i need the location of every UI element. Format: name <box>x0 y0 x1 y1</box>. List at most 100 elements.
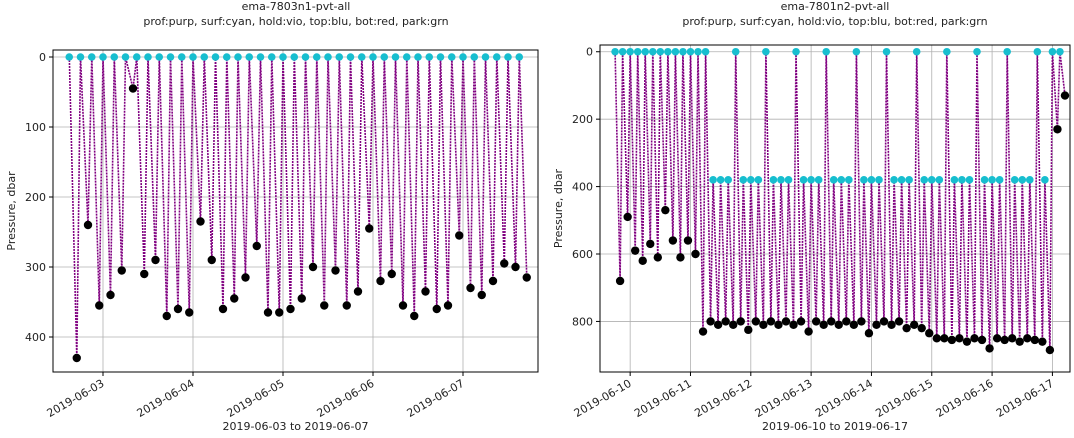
surface-marker <box>1048 47 1057 56</box>
bottom-marker <box>398 301 408 310</box>
surface-marker <box>132 53 141 61</box>
bottom-marker <box>729 320 738 330</box>
bottom-marker <box>909 320 919 330</box>
bottom-marker <box>421 287 430 296</box>
surface-marker <box>459 53 467 61</box>
surface-marker <box>724 176 732 184</box>
surface-marker <box>189 53 197 61</box>
surface-marker <box>920 176 929 184</box>
surface-marker <box>980 176 989 184</box>
bottom-marker <box>917 323 926 333</box>
bottom-marker <box>297 294 306 303</box>
bottom-marker <box>173 304 183 314</box>
bottom-marker <box>196 217 205 226</box>
surface-marker <box>641 47 650 56</box>
surface-marker <box>1018 176 1027 184</box>
bottom-marker <box>331 266 340 275</box>
surface-marker <box>799 176 808 184</box>
bottom-marker <box>985 344 994 353</box>
bottom-marker <box>713 320 723 330</box>
bottom-marker <box>789 320 798 330</box>
surface-marker <box>671 47 680 56</box>
bottom-marker <box>230 294 239 303</box>
surface-marker <box>447 53 456 61</box>
bottom-marker <box>286 304 295 314</box>
surface-marker <box>76 53 85 61</box>
bottom-marker <box>1060 91 1070 100</box>
y-tick-label: 600 <box>572 248 593 261</box>
bottom-marker <box>751 317 761 326</box>
surface-marker <box>807 176 815 184</box>
bottom-marker <box>455 231 464 240</box>
bottom-marker <box>894 317 904 326</box>
surface-marker <box>492 53 501 61</box>
surface-marker <box>515 53 524 61</box>
surface-marker <box>369 53 377 61</box>
bottom-marker <box>706 317 715 326</box>
surface-marker <box>754 176 763 184</box>
bottom-marker <box>1038 337 1047 346</box>
x-tick-label: 2019-06-10 <box>572 377 634 420</box>
bottom-marker <box>1045 345 1055 355</box>
x-tick-label: 2019-06-16 <box>934 377 996 420</box>
bottom-marker <box>432 304 441 314</box>
surface-marker <box>200 53 209 61</box>
bottom-marker <box>887 320 896 330</box>
bottom-marker <box>1053 125 1062 134</box>
bottom-marker <box>241 273 250 282</box>
y-axis-label: Pressure, dbar <box>552 168 565 248</box>
surface-marker <box>958 176 966 184</box>
surface-marker <box>245 53 254 61</box>
bottom-marker <box>849 320 859 330</box>
bottom-marker <box>477 290 486 300</box>
surface-marker <box>402 53 411 61</box>
surface-marker <box>1056 47 1064 56</box>
bottom-marker <box>623 212 632 222</box>
bottom-marker <box>721 317 730 326</box>
bottom-marker <box>744 325 753 335</box>
bottom-marker <box>962 337 972 346</box>
bottom-marker <box>630 246 640 255</box>
surface-marker <box>822 47 831 56</box>
surface-marker <box>425 53 434 61</box>
bottom-marker <box>925 329 934 338</box>
surface-marker <box>769 176 778 184</box>
bottom-marker <box>811 317 821 326</box>
surface-marker <box>943 47 951 56</box>
surface-marker <box>335 53 344 61</box>
surface-marker <box>897 176 906 184</box>
chart-subtitle: prof:purp, surf:cyan, hold:vio, top:blu,… <box>682 15 987 28</box>
surface-marker <box>739 176 748 184</box>
surface-marker <box>414 53 422 61</box>
surface-marker <box>973 47 981 56</box>
bottom-marker <box>977 335 987 345</box>
plot-frame <box>52 49 539 373</box>
surface-marker <box>814 176 823 184</box>
bottom-marker <box>766 317 776 326</box>
bottom-marker <box>151 255 160 265</box>
bottom-marker <box>252 241 261 251</box>
y-axis-label: Pressure, dbar <box>5 171 18 251</box>
x-tick-label: 2019-06-15 <box>873 377 935 420</box>
bottom-marker <box>308 262 318 272</box>
surface-marker <box>256 53 265 61</box>
bottom-marker <box>834 320 843 330</box>
bottom-marker <box>1023 334 1032 343</box>
x-tick-label: 2019-06-11 <box>632 377 694 420</box>
y-tick-label: 300 <box>25 261 46 274</box>
x-axis-label: 2019-06-03 to 2019-06-07 <box>223 420 369 433</box>
surface-marker <box>121 53 130 61</box>
bottom-marker <box>947 335 957 345</box>
bottom-marker <box>1015 337 1024 346</box>
x-tick-label: 2019-06-17 <box>994 377 1056 420</box>
bottom-marker <box>736 317 745 326</box>
surface-marker <box>890 176 898 184</box>
bottom-marker <box>691 249 700 259</box>
surface-marker <box>777 176 785 184</box>
surface-marker <box>762 47 770 56</box>
surface-marker <box>222 53 231 61</box>
bottom-marker <box>140 269 149 279</box>
bottom-marker <box>879 317 889 326</box>
surface-marker <box>656 47 665 56</box>
surface-marker <box>875 176 883 184</box>
